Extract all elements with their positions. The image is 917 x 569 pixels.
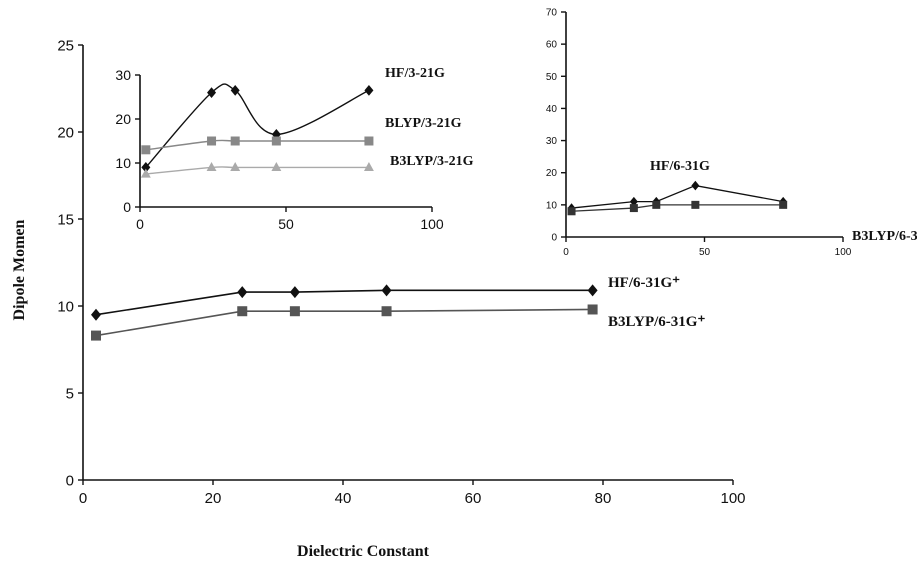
inset-right-y-tick-label: 0 <box>551 233 557 244</box>
inset-left-data-point <box>206 162 217 171</box>
inset-left-data-point <box>363 162 374 171</box>
inset-left-data-point <box>207 136 217 146</box>
inset-right-y-tick-label: 10 <box>546 200 558 211</box>
inset-right-data-point <box>652 200 661 209</box>
inset-left-data-point <box>230 85 240 96</box>
inset-right-y-tick-label: 50 <box>546 72 558 83</box>
main-x-tick-label: 0 <box>79 490 87 507</box>
inset-right-data-point <box>779 200 788 209</box>
inset-right-data-point <box>691 180 700 191</box>
inset-left-data-point <box>271 162 282 171</box>
inset-left-data-point <box>364 85 374 96</box>
main-data-point <box>381 284 392 297</box>
y-axis-title: Dipole Momen <box>11 219 28 320</box>
main-series-label: HF/6-31G⁺ <box>608 275 680 291</box>
inset-right-data-point <box>691 200 700 209</box>
inset-right-data-point <box>567 207 576 216</box>
inset-left-series-line <box>145 166 369 175</box>
inset-right-y-tick-label: 20 <box>546 168 558 179</box>
inset-right-y-tick-label: 30 <box>546 136 558 147</box>
main-data-point <box>91 308 101 321</box>
x-axis-title: Dielectric Constant <box>297 543 430 560</box>
inset-right-x-tick-label: 50 <box>699 247 711 258</box>
main-x-tick-label: 100 <box>720 490 745 507</box>
inset-left-data-point <box>230 136 240 146</box>
inset-left-series-line <box>145 139 369 151</box>
main-data-point <box>91 330 101 341</box>
main-data-point <box>587 284 598 297</box>
inset-left-y-tick-label: 10 <box>115 155 131 171</box>
inset-right-data-point <box>629 196 638 207</box>
inset-left-data-point <box>141 162 151 173</box>
inset-right-series-line <box>571 204 784 212</box>
inset-left-data-point <box>141 145 151 155</box>
inset-left-data-point <box>207 87 217 98</box>
inset-right-data-point <box>629 204 638 213</box>
main-y-tick-label: 10 <box>57 298 74 315</box>
main-data-point <box>381 306 392 317</box>
main-x-tick-label: 20 <box>205 490 222 507</box>
main-series-label: B3LYP/6-31G⁺ <box>608 314 705 330</box>
main-x-tick-label: 80 <box>595 490 612 507</box>
inset-left-y-tick-label: 30 <box>115 67 131 83</box>
inset-left-y-tick-label: 0 <box>123 199 131 215</box>
main-x-tick-label: 60 <box>465 490 482 507</box>
main-y-tick-label: 5 <box>66 385 74 402</box>
inset-left-series-label: B3LYP/3-21G <box>390 154 474 169</box>
main-y-tick-label: 20 <box>57 124 74 141</box>
inset-left-series-label: BLYP/3-21G <box>385 116 462 131</box>
main-data-point <box>289 306 300 317</box>
main-y-tick-label: 15 <box>57 211 74 228</box>
main-series-line <box>95 308 593 337</box>
main-data-point <box>237 286 248 299</box>
inset-left-data-point <box>271 136 281 146</box>
inset-right-y-tick-label: 60 <box>546 40 558 51</box>
main-data-point <box>237 306 248 317</box>
main-y-tick-label: 25 <box>57 37 74 54</box>
inset-right-x-tick-label: 100 <box>835 247 852 258</box>
inset-left-x-tick-label: 100 <box>420 216 444 232</box>
main-data-point <box>587 304 598 315</box>
inset-right-series-label: HF/6-31G <box>650 159 710 174</box>
inset-left-data-point <box>230 162 241 171</box>
main-x-tick-label: 40 <box>335 490 352 507</box>
main-y-tick-label: 0 <box>66 472 74 489</box>
inset-left-x-tick-label: 0 <box>136 216 144 232</box>
inset-right-series-label: B3LYP/6-31G <box>852 229 917 244</box>
inset-right-y-tick-label: 40 <box>546 104 558 115</box>
inset-right-x-tick-label: 0 <box>563 247 569 258</box>
inset-left-y-tick-label: 20 <box>115 111 131 127</box>
inset-left-data-point <box>364 136 374 146</box>
inset-right-y-tick-label: 70 <box>546 8 558 19</box>
inset-left-series-line <box>145 83 370 168</box>
inset-left-data-point <box>271 129 281 140</box>
main-data-point <box>289 286 300 299</box>
inset-left-x-tick-label: 50 <box>278 216 294 232</box>
inset-left-data-point <box>140 168 151 178</box>
inset-left-series-label: HF/3-21G <box>385 66 445 81</box>
